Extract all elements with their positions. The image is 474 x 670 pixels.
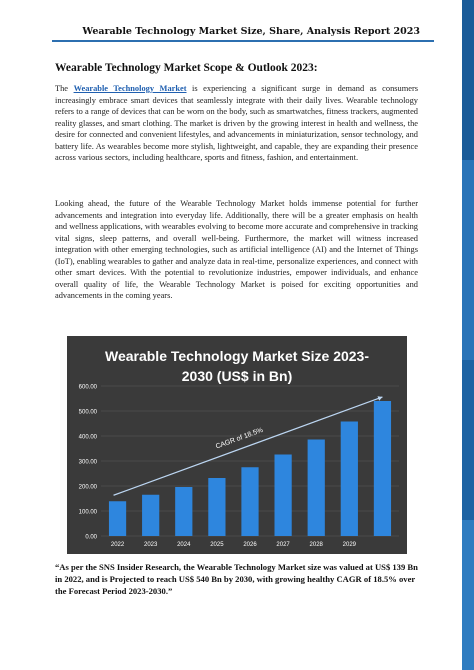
market-link[interactable]: Wearable Technology Market xyxy=(73,84,187,93)
x-tick-label: 2026 xyxy=(243,542,257,548)
bar-2023 xyxy=(142,494,160,536)
bar-2030 xyxy=(373,401,392,536)
x-tick-label: 2027 xyxy=(276,542,290,548)
y-axis-ticks: 0.00 100.00 200.00 300.00 400.00 500.00 600.00 xyxy=(79,385,98,541)
market-size-chart: Wearable Technology Market Size 2023- 20… xyxy=(67,336,407,554)
outlook-paragraph: Looking ahead, the future of the Wearabl… xyxy=(55,199,418,300)
chart-title-line1: Wearable Technology Market Size 2023- xyxy=(105,348,369,364)
y-tick-label: 600.00 xyxy=(79,385,98,391)
x-tick-label: 2029 xyxy=(343,542,357,548)
y-tick-label: 300.00 xyxy=(79,460,98,466)
research-quote: “As per the SNS Insider Research, the We… xyxy=(55,562,418,596)
side-accent-band xyxy=(462,0,474,670)
bar-2029 xyxy=(340,421,358,536)
section-title: Wearable Technology Market Scope & Outlo… xyxy=(55,62,318,74)
y-tick-label: 0.00 xyxy=(85,535,97,541)
bar-2026 xyxy=(241,467,259,536)
chart-bars xyxy=(108,401,392,536)
chart-svg: Wearable Technology Market Size 2023- 20… xyxy=(79,348,399,548)
x-tick-label: 2025 xyxy=(210,542,224,548)
x-axis-ticks: 2022 2023 2024 2025 2026 2027 2028 2029 xyxy=(111,542,357,548)
bar-2024 xyxy=(175,487,193,536)
header-title: Wearable Technology Market Size, Share, … xyxy=(82,26,420,37)
trend-arrowhead xyxy=(377,396,383,401)
y-tick-label: 100.00 xyxy=(79,510,98,516)
header-divider xyxy=(52,40,434,42)
cagr-label: CAGR of 18.5% xyxy=(215,427,264,451)
intro-paragraph: The Wearable Technology Market is experi… xyxy=(55,83,418,164)
bar-2027 xyxy=(274,454,292,536)
trend-line xyxy=(113,396,383,496)
bar-2028 xyxy=(307,439,325,536)
x-tick-label: 2024 xyxy=(177,542,191,548)
x-tick-label: 2028 xyxy=(310,542,324,548)
x-tick-label: 2022 xyxy=(111,542,125,548)
chart-title-line2: 2030 (US$ in Bn) xyxy=(182,368,292,384)
x-tick-label: 2023 xyxy=(144,542,158,548)
bar-2025 xyxy=(208,478,226,536)
y-tick-label: 400.00 xyxy=(79,435,98,441)
bar-2022 xyxy=(108,501,127,536)
intro-body: is experiencing a significant surge in d… xyxy=(55,84,418,162)
intro-prefix: The xyxy=(55,84,74,93)
y-tick-label: 200.00 xyxy=(79,485,98,491)
y-tick-label: 500.00 xyxy=(79,410,98,416)
